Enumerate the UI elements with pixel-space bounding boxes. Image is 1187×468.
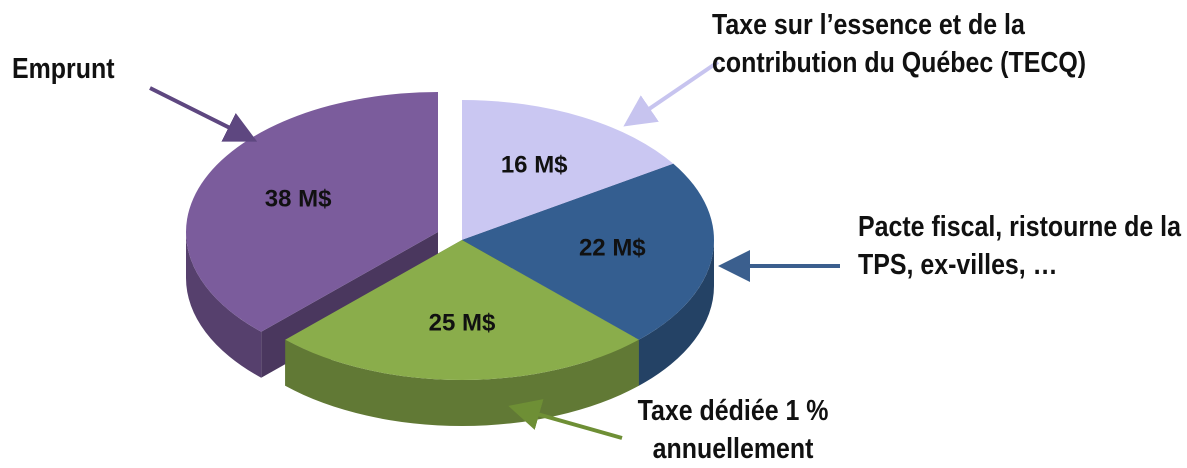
pie-side [186, 232, 262, 378]
pie-slice [285, 240, 639, 380]
arrow [508, 399, 623, 440]
pie-slice [462, 163, 714, 340]
value-label: 22 M$ [579, 234, 646, 261]
pie-side [285, 339, 639, 426]
pie-slice [462, 100, 674, 240]
category-label: Taxe sur l’essence et de la contribution… [712, 9, 1087, 79]
value-label: 38 M$ [265, 186, 332, 213]
category-label: Emprunt [12, 53, 115, 85]
value-label: 25 M$ [429, 309, 496, 336]
category-label: Taxe dédiée 1 % annuellement [637, 395, 829, 465]
category-label: Pacte fiscal, ristourne de la TPS, ex-vi… [858, 211, 1181, 281]
pie: 16 M$ 22 M$ 25 M$ 38 M$ [185, 92, 714, 426]
arrow [149, 86, 258, 142]
pie-side [638, 240, 714, 386]
value-label: 16 M$ [501, 152, 568, 179]
arrow [623, 60, 720, 127]
pie-slice [185, 92, 438, 332]
